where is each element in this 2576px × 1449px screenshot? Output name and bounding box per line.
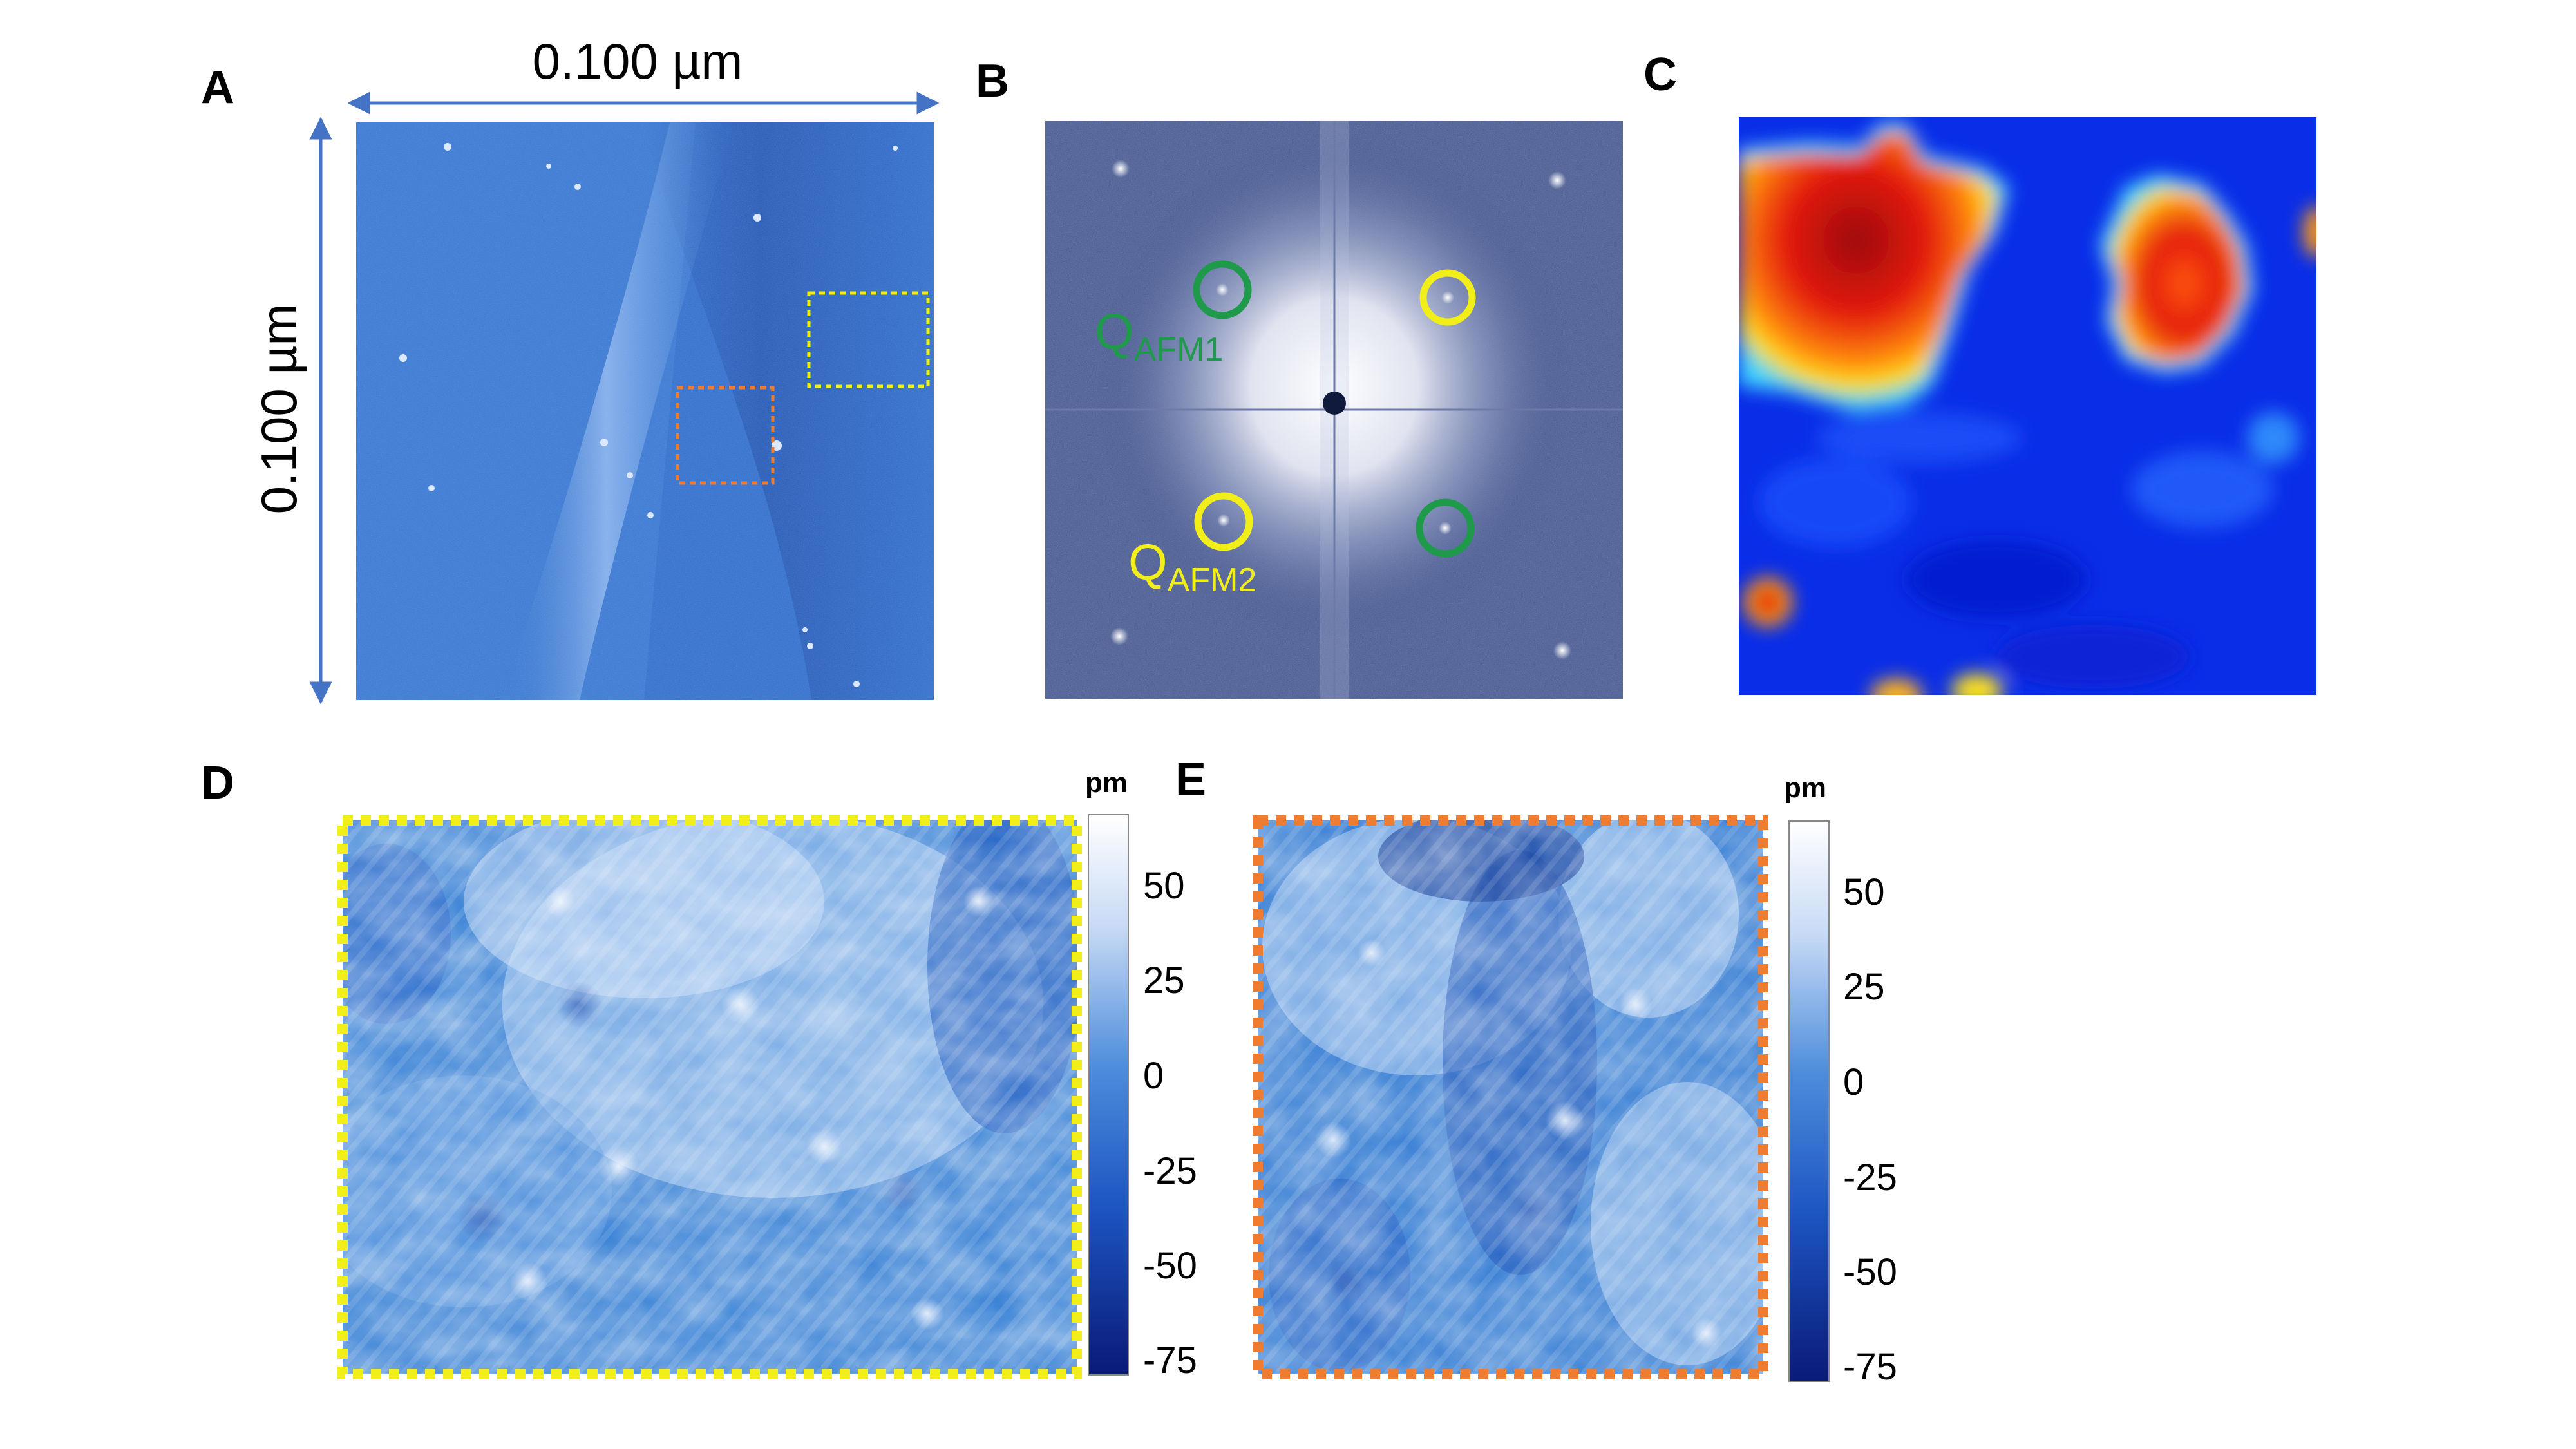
q-afm2-ring-bottom bbox=[1194, 492, 1253, 551]
colorbar-e: pm 50 25 0 -25 -50 -75 bbox=[1784, 772, 1897, 1388]
colorbar-d-tick: -25 bbox=[1143, 1150, 1197, 1192]
colorbar-d-tick: -50 bbox=[1143, 1245, 1197, 1287]
q-afm2-ring-top bbox=[1419, 269, 1476, 326]
zoom-frame-yellow bbox=[337, 815, 1082, 1379]
region-yellow-box bbox=[807, 291, 930, 388]
q-afm1-ring-top bbox=[1193, 260, 1252, 319]
panel-c bbox=[1739, 117, 2316, 695]
panel-b: QAFM1 QAFM2 bbox=[1045, 121, 1623, 699]
panel-e: pm 50 25 0 -25 -50 -75 bbox=[1253, 772, 1897, 1388]
colorbar-e-tick: -50 bbox=[1843, 1251, 1897, 1293]
zoom-topography-yellow bbox=[343, 820, 1077, 1374]
colorbar-e-tick: -75 bbox=[1843, 1346, 1897, 1388]
q-afm1-label: QAFM1 bbox=[1095, 303, 1223, 368]
scale-label-vertical: 0.100 µm bbox=[251, 304, 307, 515]
colorbar-d-tick: 0 bbox=[1143, 1055, 1164, 1097]
colorbar-e-tick: 0 bbox=[1843, 1061, 1864, 1103]
colorbar-e-tick: -25 bbox=[1843, 1157, 1897, 1198]
zoom-topography-orange bbox=[1258, 820, 1763, 1374]
panel-letter-a: A bbox=[201, 62, 234, 113]
panel-letter-c: C bbox=[1643, 49, 1677, 100]
panel-letter-b: B bbox=[976, 55, 1009, 107]
colorbar-d: pm 50 25 0 -25 -50 -75 bbox=[1085, 767, 1197, 1381]
scale-label-horizontal: 0.100 µm bbox=[533, 33, 743, 90]
colorbar-d-tick: 25 bbox=[1143, 960, 1185, 1001]
panel-a: 0.100 µm 0.100 µm bbox=[251, 33, 940, 705]
colorbar-d-unit: pm bbox=[1085, 767, 1128, 799]
bragg-peaks bbox=[1110, 160, 1571, 659]
q-afm2-label: QAFM2 bbox=[1128, 534, 1256, 599]
panel-d: pm 50 25 0 -25 -50 -75 bbox=[337, 767, 1197, 1381]
region-orange-box bbox=[676, 386, 775, 485]
colorbar-e-tick: 25 bbox=[1843, 966, 1885, 1008]
colorbar-e-tick: 50 bbox=[1843, 871, 1885, 913]
panel-letter-e: E bbox=[1175, 754, 1207, 806]
colorbar-d-tick: -75 bbox=[1143, 1340, 1197, 1381]
colorbar-d-tick: 50 bbox=[1143, 865, 1185, 907]
adatom-dots bbox=[399, 143, 898, 687]
panel-letter-d: D bbox=[201, 757, 234, 809]
zoom-frame-orange bbox=[1253, 815, 1768, 1379]
stm-topography-image bbox=[356, 122, 934, 700]
colorbar-e-unit: pm bbox=[1784, 772, 1826, 804]
fft-image bbox=[1045, 121, 1623, 699]
gap-map-image bbox=[1739, 117, 2316, 695]
q-afm1-ring-bottom bbox=[1416, 498, 1475, 558]
